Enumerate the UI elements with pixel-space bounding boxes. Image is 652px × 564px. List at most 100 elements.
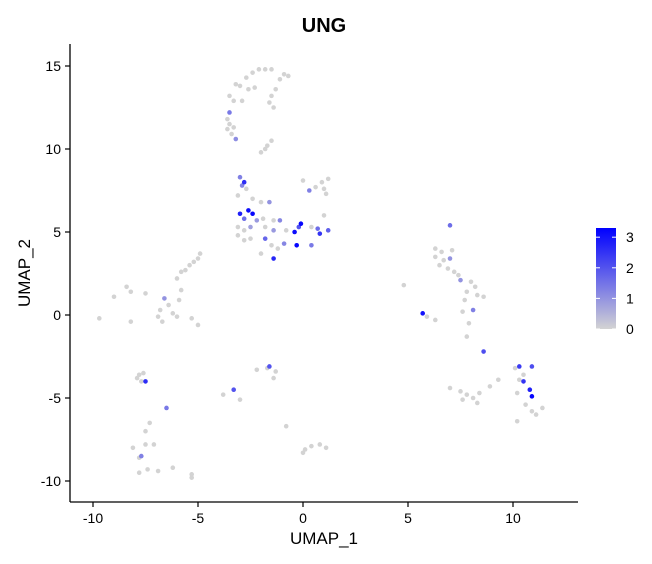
cell-point [252,85,257,90]
cell-point [317,442,323,447]
cell-point [321,213,327,218]
cell-point [189,475,194,480]
cell-point [170,311,176,316]
cell-point [145,467,150,472]
cell-point [464,289,470,295]
cell-point [187,262,192,268]
cell-point [220,392,226,397]
cell-point [269,242,274,248]
cell-point [143,442,148,447]
cell-point [239,183,245,188]
cell-point [307,188,312,193]
cell-point [160,319,165,324]
cell-point [271,228,276,233]
x-tick-label: 0 [299,510,307,526]
cell-point [273,86,279,92]
cell-point [178,269,184,275]
cell-point [241,228,247,233]
cell-point [517,364,522,369]
cell-point [250,211,255,217]
cell-point [157,307,163,313]
colorbar-tick-label: 1 [626,290,634,306]
cell-point [460,309,465,314]
cell-point [323,445,329,451]
cell-point [521,379,526,384]
points-layer [97,67,545,480]
cell-point [271,375,276,381]
y-tick-label: 0 [53,307,61,323]
cell-point [235,233,241,238]
cell-point [237,83,243,89]
x-tick-label: -10 [83,510,103,526]
cell-point [246,86,251,92]
cell-point [323,191,329,197]
cell-point [458,277,463,283]
cell-point [164,405,169,411]
cell-point [445,266,451,271]
cell-point [462,297,468,303]
cell-point [262,146,268,152]
cell-point [139,453,144,459]
cell-point [229,131,234,137]
cell-point [283,423,289,429]
cell-point [321,186,327,192]
cell-point [281,72,287,77]
cell-point [401,282,407,288]
cell-point [262,224,268,230]
cell-point [521,372,526,378]
cell-point [433,317,438,323]
cell-point [151,442,157,447]
cell-point [176,297,182,303]
cell-point [162,296,167,301]
cell-point [277,218,283,223]
cell-point [195,322,201,328]
colorbar-legend: 0 1 2 3 [596,228,634,337]
cell-point [155,468,161,474]
cell-point [451,269,457,275]
cell-point [254,218,260,223]
colorbar-tick-label: 3 [626,229,634,245]
cell-point [155,314,161,319]
cell-point [325,228,331,233]
cell-point [195,256,201,261]
cell-point [241,238,247,243]
cell-point [447,256,453,261]
cell-point [475,400,480,406]
cell-point [286,73,291,79]
cell-point [134,375,140,381]
cell-point [237,211,243,217]
cell-point [189,316,194,321]
cell-point [269,138,274,143]
x-tick-label: 5 [404,510,412,526]
cell-point [174,276,180,281]
cell-point [458,389,463,394]
cell-point [248,236,253,241]
x-axis-ticks: -10 -5 0 5 10 [83,502,521,526]
cell-point [136,470,142,476]
colorbar-tick-label: 0 [626,321,634,337]
cell-point [235,193,241,198]
cell-point [470,395,476,401]
cell-point [147,420,152,426]
cell-point [319,179,325,185]
cell-point [468,279,474,285]
cell-point [517,377,522,383]
cell-point [309,224,314,230]
cell-point [225,116,230,122]
cell-point [496,377,501,383]
cell-point [317,231,323,236]
cell-point [97,316,102,321]
cell-point [315,226,321,231]
cell-point [292,229,297,235]
y-tick-label: 15 [45,58,61,74]
cell-point [296,224,302,230]
cell-point [139,379,144,384]
cell-point [197,251,203,256]
cell-point [271,218,276,223]
cell-point [300,450,306,456]
cell-point [143,428,148,434]
cell-point [233,136,239,142]
cell-point [258,150,264,155]
cell-point [262,67,268,72]
